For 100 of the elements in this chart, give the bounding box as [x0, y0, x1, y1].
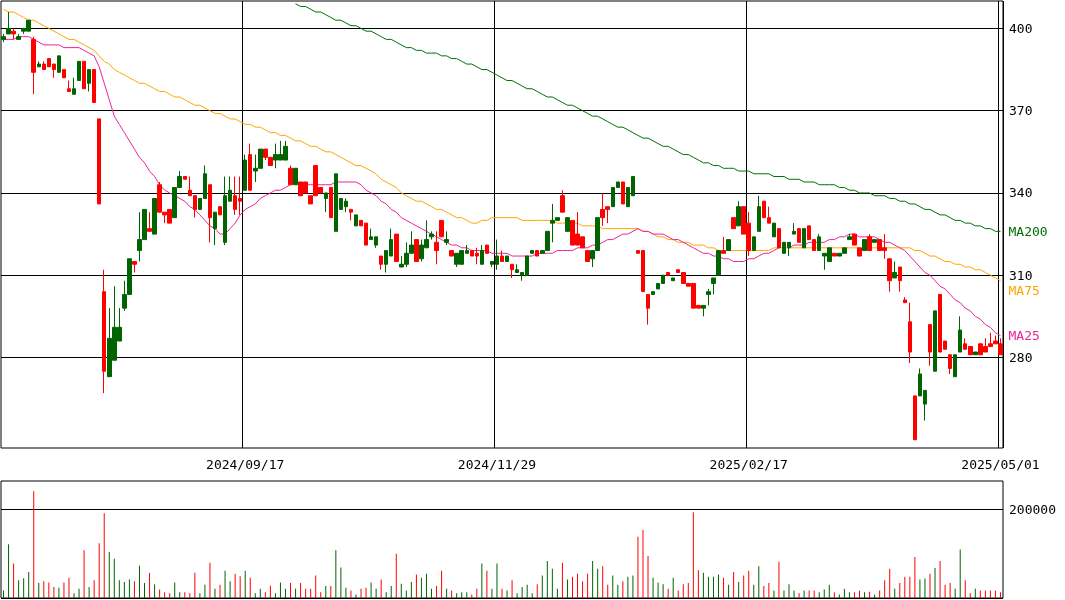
- candlestick: [757, 195, 761, 232]
- candlestick: [847, 233, 852, 241]
- candlestick: [293, 167, 298, 186]
- candlestick: [394, 233, 399, 263]
- candlestick: [797, 228, 801, 243]
- y-tick-label: 280: [1009, 350, 1033, 365]
- candlestick: [535, 250, 539, 257]
- candlestick: [832, 252, 837, 257]
- candlestick: [183, 176, 187, 180]
- candlestick: [887, 258, 892, 293]
- candlestick: [77, 60, 81, 82]
- candlestick: [721, 236, 726, 254]
- candlestick: [928, 324, 932, 367]
- candlestick: [208, 184, 212, 243]
- candlestick: [903, 296, 907, 304]
- candlestick: [92, 69, 96, 103]
- y-tick-label: 370: [1009, 103, 1033, 119]
- candlestick: [248, 143, 252, 191]
- candlestick: [11, 27, 16, 40]
- candlestick: [485, 244, 489, 254]
- candlestick: [872, 239, 877, 243]
- candlestick: [439, 219, 444, 238]
- candlestick: [97, 118, 101, 205]
- candlestick: [565, 217, 570, 232]
- candlestick: [147, 211, 152, 232]
- line-series: [295, 3, 1001, 232]
- candlestick: [37, 60, 41, 68]
- candlestick: [72, 77, 76, 95]
- y-tick-label: 310: [1009, 267, 1033, 283]
- candlestick: [666, 271, 670, 276]
- candlestick: [434, 230, 439, 265]
- x-tick-label: 2025/05/01: [961, 457, 1040, 472]
- x-tick-label: 2024/11/29: [457, 457, 537, 472]
- candlestick: [132, 261, 137, 273]
- candlestick: [444, 230, 449, 246]
- candlestick: [621, 181, 625, 205]
- candlestick: [480, 244, 484, 265]
- candlestick: [530, 250, 534, 254]
- y-tick-label: 200000: [1009, 502, 1056, 518]
- candlestick: [585, 250, 590, 263]
- candlestick: [560, 189, 565, 213]
- y-tick-label: 340: [1009, 185, 1033, 201]
- candlestick: [792, 222, 796, 235]
- candlestick: [1, 33, 6, 43]
- candlestick: [379, 255, 383, 271]
- candlestick: [67, 80, 71, 92]
- candlestick: [62, 69, 66, 79]
- candlestick: [329, 186, 333, 219]
- x-tick-label: 2025/02/17: [709, 457, 788, 472]
- candlestick: [16, 33, 21, 40]
- candlestick: [218, 206, 222, 216]
- series-label: MA75: [1008, 282, 1040, 298]
- candlestick: [892, 261, 897, 279]
- candlestick: [711, 277, 716, 295]
- candlestick: [898, 266, 902, 293]
- candlestick: [505, 255, 509, 263]
- candlestick: [953, 354, 957, 378]
- candlestick: [933, 310, 937, 372]
- x-tick-label: 2024/09/17: [206, 457, 285, 472]
- candlestick: [651, 291, 655, 295]
- candlestick: [646, 293, 650, 326]
- candlestick: [908, 302, 912, 364]
- candlestick: [87, 69, 91, 92]
- series-label: MA200: [1008, 223, 1048, 239]
- candlestick: [948, 354, 952, 375]
- candlestick: [726, 239, 731, 252]
- candlestick: [354, 214, 358, 227]
- candlestick: [958, 315, 962, 353]
- series-label: MA25: [1008, 328, 1040, 344]
- candlestick: [671, 277, 675, 282]
- candlestick: [772, 222, 776, 238]
- candlestick: [6, 11, 11, 35]
- candlestick: [102, 269, 106, 394]
- candlestick: [57, 55, 61, 73]
- candlestick: [777, 228, 781, 249]
- candlestick: [731, 217, 736, 230]
- candlestick: [324, 192, 328, 213]
- candlestick: [706, 288, 711, 306]
- candlestick: [349, 208, 353, 221]
- candlestick: [802, 228, 806, 249]
- candlestick: [862, 239, 867, 252]
- candlestick: [31, 36, 36, 95]
- candlestick: [213, 211, 217, 246]
- candlestick: [857, 247, 862, 257]
- candlestick: [852, 233, 857, 246]
- y-tick-label: 400: [1009, 20, 1033, 36]
- candlestick: [243, 154, 247, 191]
- candlestick: [716, 250, 721, 276]
- candlestick: [288, 165, 293, 186]
- candlestick: [152, 197, 157, 235]
- candlestick: [973, 351, 978, 356]
- candlestick: [429, 230, 434, 241]
- candlestick: [736, 200, 741, 227]
- candlestick: [500, 250, 504, 263]
- candlestick: [867, 233, 872, 252]
- candlestick: [752, 236, 756, 252]
- candlestick: [701, 304, 706, 317]
- candlestick: [414, 239, 419, 263]
- candlestick: [449, 250, 454, 257]
- candlestick: [817, 233, 821, 252]
